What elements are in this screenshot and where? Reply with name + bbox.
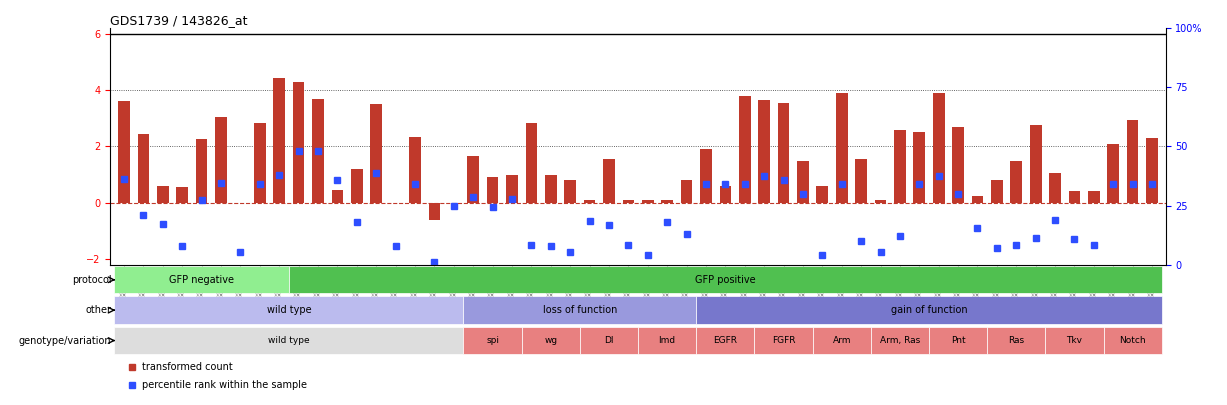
Text: FGFR: FGFR bbox=[772, 336, 795, 345]
FancyBboxPatch shape bbox=[871, 327, 929, 354]
Bar bbox=[351, 169, 363, 203]
Text: transformed count: transformed count bbox=[142, 362, 233, 372]
Text: GFP negative: GFP negative bbox=[169, 275, 234, 285]
Bar bbox=[798, 160, 809, 203]
Text: wild type: wild type bbox=[267, 336, 309, 345]
FancyBboxPatch shape bbox=[755, 327, 812, 354]
Text: Dl: Dl bbox=[604, 336, 614, 345]
Bar bbox=[274, 78, 285, 203]
Bar bbox=[1069, 192, 1080, 203]
Text: percentile rank within the sample: percentile rank within the sample bbox=[142, 380, 307, 390]
Text: genotype/variation: genotype/variation bbox=[18, 335, 112, 345]
Bar bbox=[1126, 120, 1139, 203]
Bar bbox=[1088, 192, 1099, 203]
Text: Arm, Ras: Arm, Ras bbox=[880, 336, 920, 345]
Bar bbox=[1011, 160, 1022, 203]
Bar bbox=[118, 102, 130, 203]
Bar bbox=[1108, 144, 1119, 203]
Bar bbox=[487, 177, 498, 203]
Bar bbox=[816, 186, 828, 203]
Bar bbox=[428, 203, 440, 220]
FancyBboxPatch shape bbox=[580, 327, 638, 354]
Bar bbox=[312, 99, 324, 203]
FancyBboxPatch shape bbox=[929, 327, 988, 354]
Bar bbox=[758, 100, 769, 203]
Text: wg: wg bbox=[545, 336, 557, 345]
Text: wild type: wild type bbox=[266, 305, 312, 315]
FancyBboxPatch shape bbox=[114, 296, 464, 324]
FancyBboxPatch shape bbox=[464, 296, 696, 324]
FancyBboxPatch shape bbox=[696, 327, 755, 354]
FancyBboxPatch shape bbox=[1045, 327, 1103, 354]
Bar bbox=[933, 93, 945, 203]
Bar bbox=[545, 175, 557, 203]
Bar bbox=[506, 175, 518, 203]
Bar bbox=[681, 180, 692, 203]
Text: Notch: Notch bbox=[1119, 336, 1146, 345]
Bar bbox=[622, 200, 634, 203]
Bar bbox=[1029, 126, 1042, 203]
Text: loss of function: loss of function bbox=[542, 305, 617, 315]
Bar bbox=[525, 123, 537, 203]
FancyBboxPatch shape bbox=[1103, 327, 1162, 354]
Bar bbox=[409, 136, 421, 203]
Bar bbox=[157, 186, 168, 203]
Text: EGFR: EGFR bbox=[713, 336, 737, 345]
FancyBboxPatch shape bbox=[988, 327, 1045, 354]
Bar bbox=[661, 200, 672, 203]
Bar bbox=[952, 127, 964, 203]
Text: protocol: protocol bbox=[71, 275, 112, 285]
FancyBboxPatch shape bbox=[114, 266, 288, 294]
Bar bbox=[177, 187, 188, 203]
Bar bbox=[836, 93, 848, 203]
FancyBboxPatch shape bbox=[464, 327, 521, 354]
Bar bbox=[467, 156, 479, 203]
Bar bbox=[564, 180, 575, 203]
Bar bbox=[371, 104, 382, 203]
Text: Ras: Ras bbox=[1009, 336, 1025, 345]
Text: GFP positive: GFP positive bbox=[694, 275, 756, 285]
FancyBboxPatch shape bbox=[288, 266, 1162, 294]
FancyBboxPatch shape bbox=[521, 327, 580, 354]
Bar bbox=[604, 159, 615, 203]
Bar bbox=[1146, 138, 1158, 203]
Text: Imd: Imd bbox=[659, 336, 676, 345]
Bar bbox=[875, 200, 886, 203]
Bar bbox=[972, 196, 983, 203]
Bar bbox=[719, 186, 731, 203]
Bar bbox=[701, 149, 712, 203]
Bar bbox=[293, 82, 304, 203]
Bar bbox=[331, 190, 344, 203]
Bar bbox=[196, 139, 207, 203]
Bar bbox=[894, 130, 906, 203]
Bar bbox=[739, 96, 751, 203]
Text: Arm: Arm bbox=[832, 336, 852, 345]
Bar bbox=[855, 159, 867, 203]
Bar bbox=[778, 103, 789, 203]
Text: Pnt: Pnt bbox=[951, 336, 966, 345]
FancyBboxPatch shape bbox=[812, 327, 871, 354]
Text: GDS1739 / 143826_at: GDS1739 / 143826_at bbox=[110, 14, 248, 27]
Bar bbox=[137, 134, 150, 203]
FancyBboxPatch shape bbox=[114, 327, 464, 354]
Bar bbox=[254, 123, 265, 203]
Bar bbox=[1049, 173, 1061, 203]
FancyBboxPatch shape bbox=[696, 296, 1162, 324]
Bar bbox=[913, 132, 925, 203]
Bar bbox=[215, 117, 227, 203]
Bar bbox=[584, 200, 595, 203]
Text: other: other bbox=[86, 305, 112, 315]
FancyBboxPatch shape bbox=[638, 327, 696, 354]
Bar bbox=[991, 180, 1002, 203]
Text: spi: spi bbox=[486, 336, 499, 345]
Bar bbox=[642, 200, 654, 203]
Text: gain of function: gain of function bbox=[891, 305, 967, 315]
Text: Tkv: Tkv bbox=[1066, 336, 1082, 345]
